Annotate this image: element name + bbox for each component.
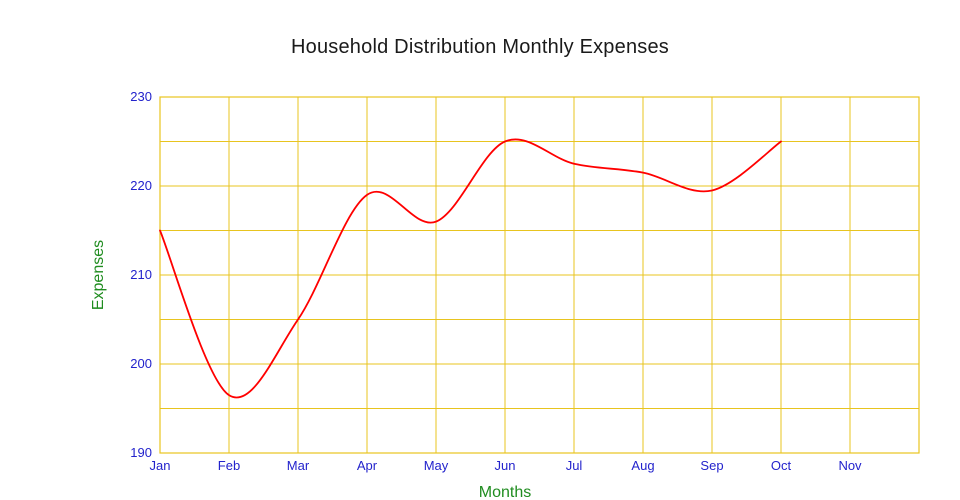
x-tick-label: Feb bbox=[218, 458, 240, 473]
x-axis-title: Months bbox=[479, 484, 531, 500]
x-tick-label: Oct bbox=[771, 458, 792, 473]
gridlines-group bbox=[159, 96, 920, 454]
tick-labels-group: 190 200 210 220 230 Jan Feb Mar Apr May Jun Jul Aug S… bbox=[130, 89, 862, 473]
y-axis-title: Expenses bbox=[90, 240, 107, 310]
y-tick-label: 200 bbox=[130, 356, 152, 371]
x-tick-label: Sep bbox=[700, 458, 723, 473]
y-tick-label: 190 bbox=[130, 445, 152, 460]
x-tick-label: Jul bbox=[566, 458, 583, 473]
x-tick-label: Apr bbox=[357, 458, 378, 473]
plot-border-group bbox=[159, 96, 920, 454]
x-tick-label: Mar bbox=[287, 458, 310, 473]
x-tick-label: Nov bbox=[838, 458, 862, 473]
x-tick-label: Jan bbox=[150, 458, 171, 473]
y-tick-label: 220 bbox=[130, 178, 152, 193]
y-tick-label: 210 bbox=[130, 267, 152, 282]
series-group bbox=[159, 138, 782, 399]
x-tick-label: Aug bbox=[631, 458, 654, 473]
x-tick-label: Jun bbox=[495, 458, 516, 473]
y-tick-label: 230 bbox=[130, 89, 152, 104]
axis-titles-group: Expenses Months bbox=[90, 240, 531, 500]
plot-border bbox=[159, 96, 920, 454]
chart-title: Household Distribution Monthly Expenses bbox=[291, 36, 669, 58]
expenses-line bbox=[159, 138, 782, 399]
x-tick-label: May bbox=[424, 458, 449, 473]
